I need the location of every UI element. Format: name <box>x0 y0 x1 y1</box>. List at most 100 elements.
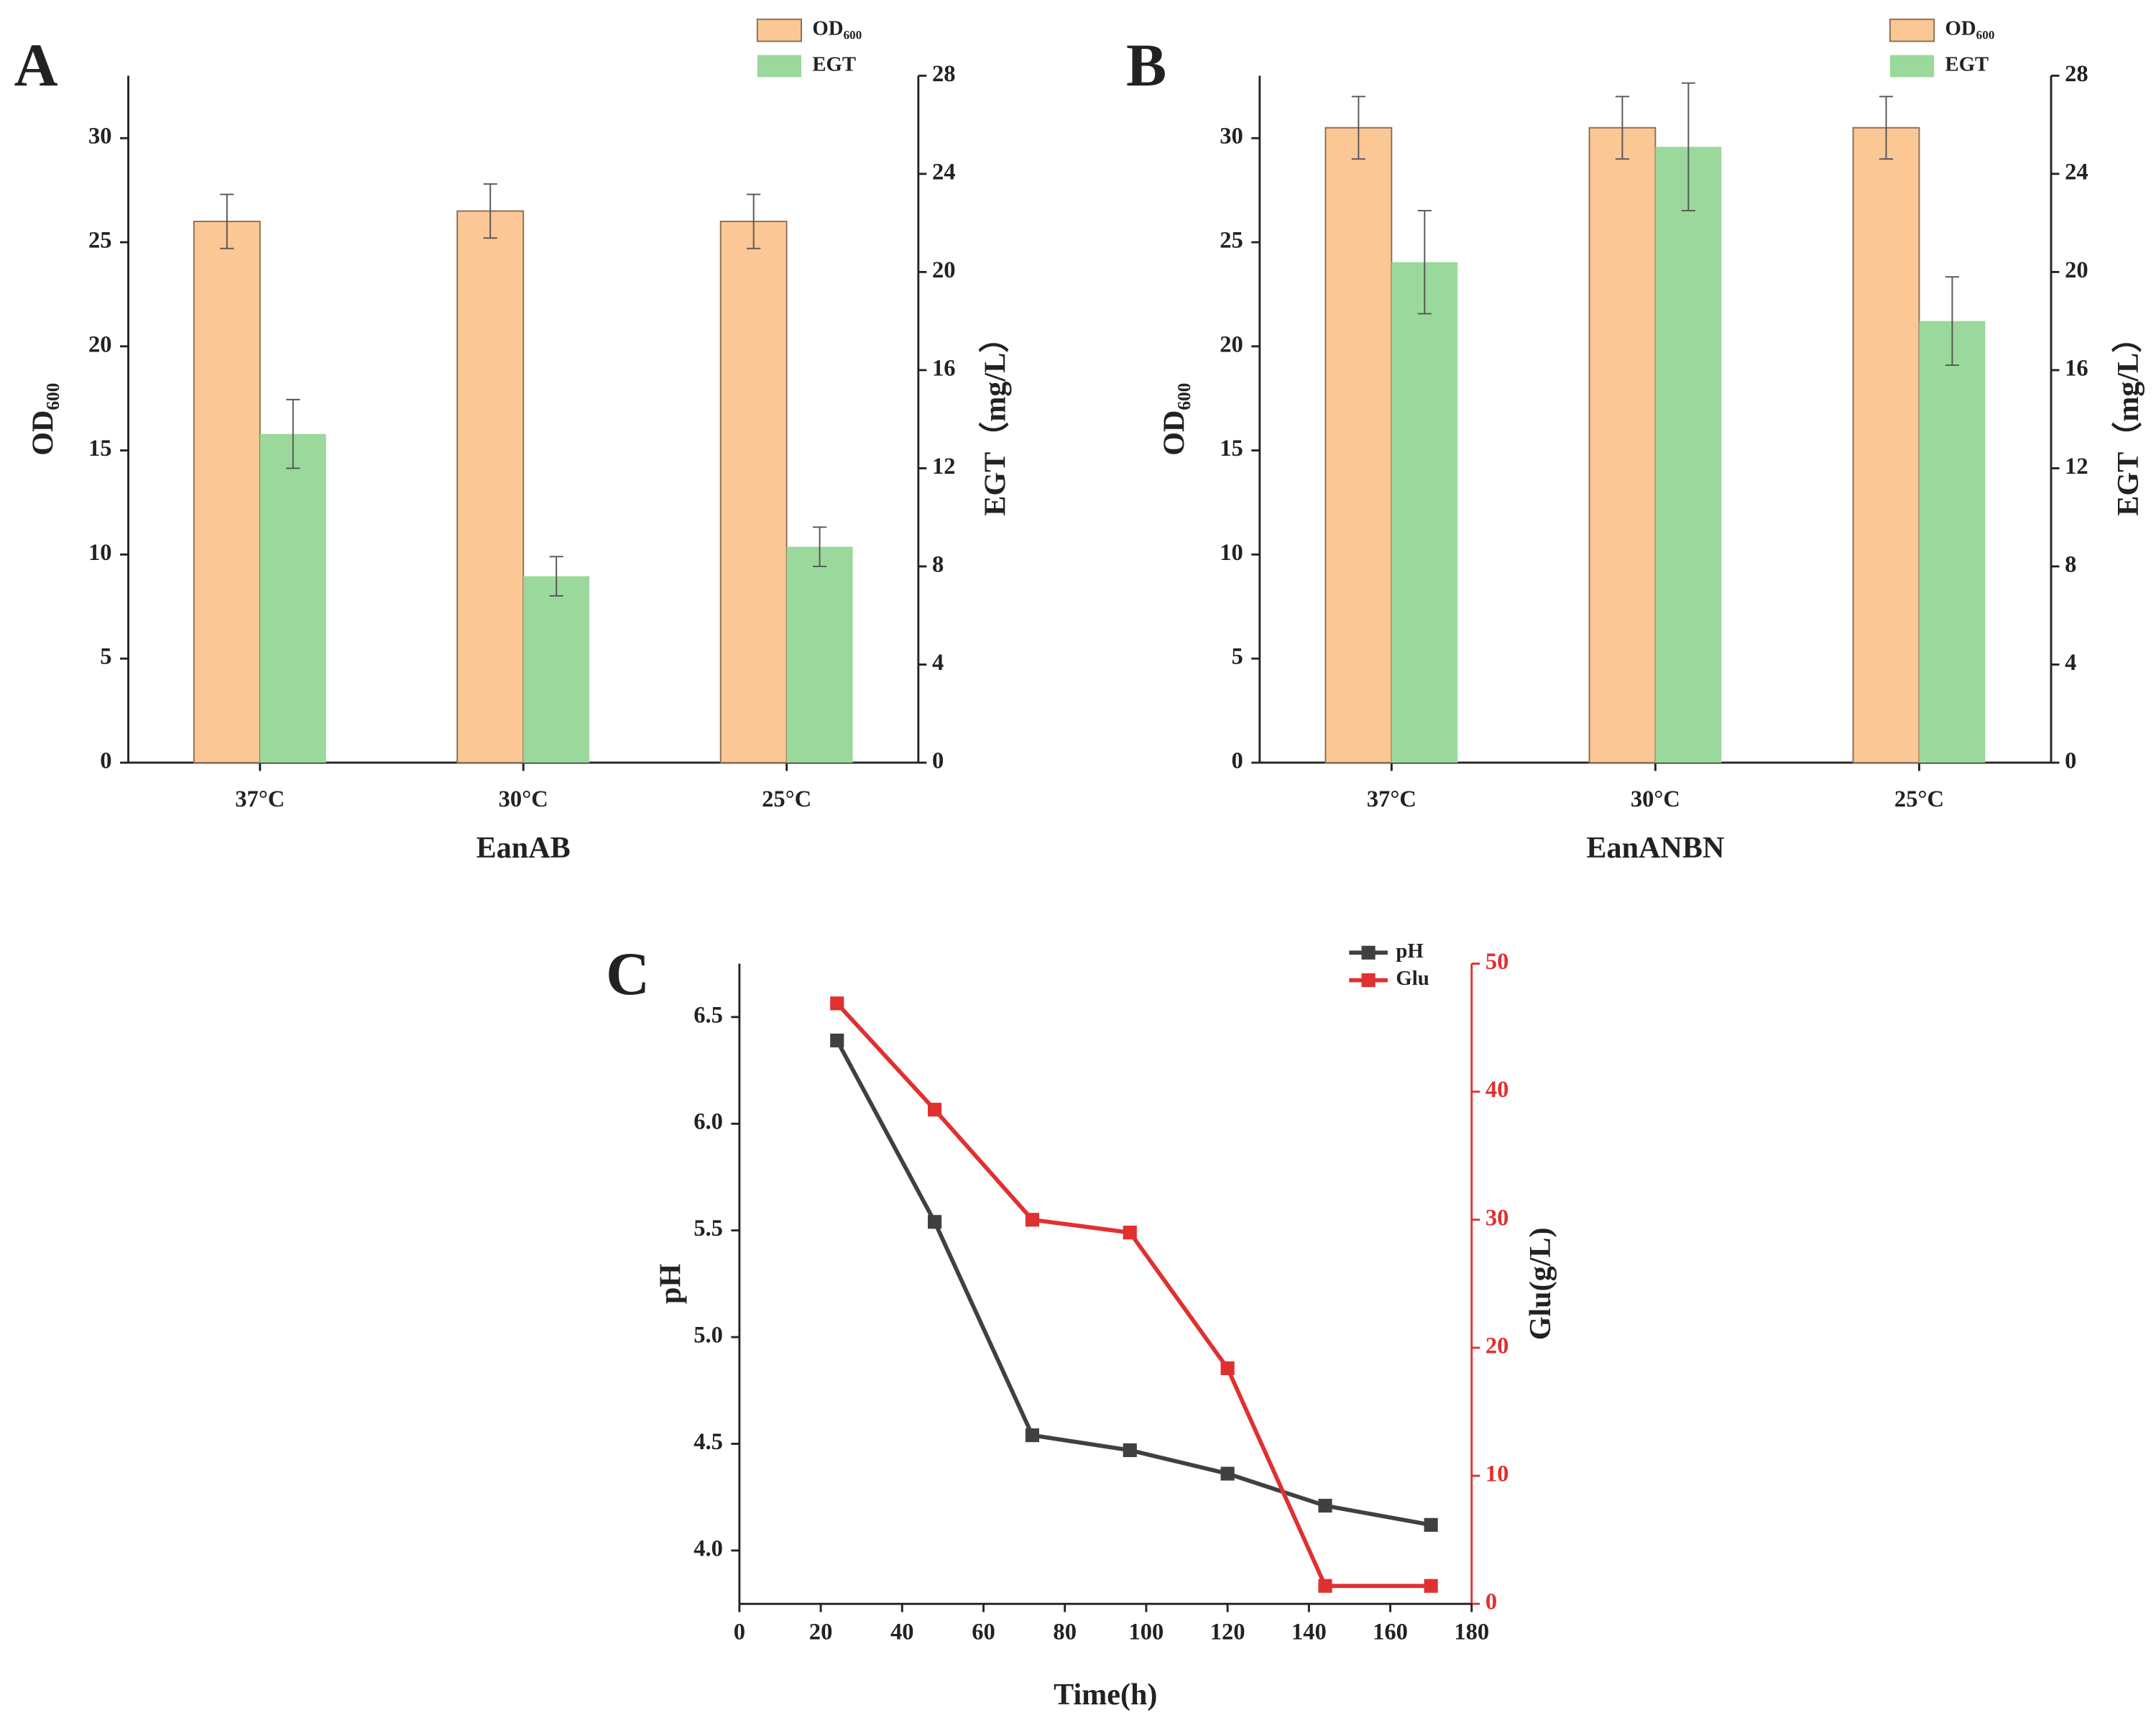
bar <box>1325 127 1393 763</box>
y-tick-label: 6.5 <box>694 1002 723 1028</box>
legend-marker <box>1361 945 1376 960</box>
bar <box>1588 127 1657 763</box>
y2-tick-label: 16 <box>2065 355 2088 381</box>
legend-label: EGT <box>812 53 856 76</box>
x-tick-label: 25°C <box>1894 786 1944 812</box>
y2-tick-label: 24 <box>2065 159 2088 185</box>
legend-swatch <box>756 18 803 42</box>
marker <box>1424 1517 1438 1532</box>
y2-tick-label: 20 <box>932 257 956 283</box>
y2-tick-label: 20 <box>2065 257 2088 283</box>
y-tick-label: 15 <box>1220 436 1243 461</box>
x-tick-label: 120 <box>1210 1620 1245 1645</box>
x-tick-label: 60 <box>972 1620 995 1645</box>
x-tick-label: 180 <box>1454 1620 1489 1645</box>
y2-tick-label: 4 <box>932 650 944 676</box>
x-tick-label: 0 <box>734 1620 745 1645</box>
legend-label: EGT <box>1945 53 1989 76</box>
y-tick-label: 5.0 <box>694 1323 723 1349</box>
x-tick-label: 37°C <box>1367 786 1416 812</box>
y-tick-label: 4.5 <box>694 1429 723 1455</box>
legend-swatch <box>1889 18 1935 42</box>
x-tick-label: 30°C <box>499 786 548 812</box>
y2-tick-label: 30 <box>1485 1205 1509 1231</box>
marker <box>830 1033 844 1048</box>
marker <box>830 996 844 1011</box>
y2-tick-label: 8 <box>932 551 944 577</box>
bar <box>786 546 853 763</box>
error-bar <box>1945 276 1960 367</box>
line <box>835 1001 1432 1589</box>
y2-axis-label: Glu(g/L) <box>1524 1227 1557 1340</box>
marker <box>1123 1443 1137 1457</box>
y-tick-label: 5.5 <box>694 1216 723 1241</box>
legend-label: OD₆₀₀ <box>812 17 862 40</box>
y2-tick-label: 4 <box>2065 650 2076 676</box>
legend-label: pH <box>1396 940 1423 963</box>
bar <box>193 221 261 763</box>
y-tick-label: 10 <box>88 540 112 566</box>
y-tick-label: 30 <box>88 124 112 150</box>
y2-tick-label: 0 <box>932 748 944 773</box>
marker <box>1318 1579 1332 1593</box>
marker <box>1220 1361 1235 1376</box>
y2-tick-label: 28 <box>932 61 956 87</box>
y-tick-label: 25 <box>1220 227 1243 253</box>
y-tick-label: 4.0 <box>694 1535 723 1561</box>
marker <box>1424 1579 1438 1593</box>
x-axis-label: EanANBN <box>1586 831 1724 865</box>
error-bar <box>1879 96 1894 160</box>
marker <box>927 1103 942 1117</box>
bar <box>1655 147 1722 763</box>
y2-axis-label: EGT（mg/L） <box>2111 323 2145 516</box>
legend-label: OD₆₀₀ <box>1945 17 1995 40</box>
y-tick-label: 0 <box>100 748 111 773</box>
y2-tick-label: 24 <box>932 159 956 185</box>
legend-swatch <box>757 55 802 78</box>
panel-label: A <box>14 32 58 99</box>
y-tick-label: 20 <box>1220 331 1243 357</box>
marker <box>1123 1226 1137 1240</box>
bar <box>523 576 590 763</box>
x-tick-label: 140 <box>1291 1620 1327 1645</box>
y-tick-label: 0 <box>1232 748 1243 773</box>
error-bar <box>483 183 497 239</box>
y-axis-label: pH <box>654 1264 688 1304</box>
error-bar <box>1351 96 1365 160</box>
x-axis-label: Time(h) <box>1054 1678 1157 1712</box>
error-bar <box>1615 96 1630 160</box>
y2-tick-label: 8 <box>2065 551 2076 577</box>
y-tick-label: 5 <box>1232 644 1243 670</box>
y2-tick-label: 10 <box>1485 1461 1509 1487</box>
legend-marker <box>1361 973 1376 988</box>
x-tick-label: 100 <box>1128 1620 1164 1645</box>
marker <box>1025 1428 1039 1443</box>
marker <box>1220 1466 1235 1481</box>
y-tick-label: 20 <box>88 331 112 357</box>
bar <box>1391 262 1458 763</box>
x-tick-label: 20 <box>809 1620 833 1645</box>
y2-axis-label: EGT（mg/L） <box>979 323 1013 516</box>
x-tick-label: 25°C <box>762 786 811 812</box>
marker <box>927 1215 942 1229</box>
y2-tick-label: 50 <box>1485 949 1509 975</box>
y2-tick-label: 40 <box>1485 1077 1509 1103</box>
x-axis-label: EanAB <box>476 831 571 865</box>
y2-tick-label: 0 <box>1485 1589 1497 1615</box>
y-tick-label: 25 <box>88 227 112 253</box>
error-bar <box>286 398 300 469</box>
error-bar <box>1417 210 1432 315</box>
y2-tick-label: 16 <box>932 355 956 381</box>
y2-tick-label: 20 <box>1485 1333 1509 1359</box>
x-tick-label: 160 <box>1373 1620 1408 1645</box>
y2-tick-label: 0 <box>2065 748 2076 773</box>
panel-label: C <box>606 941 650 1008</box>
error-bar <box>1681 82 1695 212</box>
y-tick-label: 15 <box>88 436 112 461</box>
y-axis-label: OD₆₀₀ <box>1158 383 1192 456</box>
error-bar <box>220 193 234 249</box>
bar <box>719 221 788 763</box>
bar <box>1919 321 1986 763</box>
bar <box>259 433 326 763</box>
error-bar <box>813 526 827 567</box>
